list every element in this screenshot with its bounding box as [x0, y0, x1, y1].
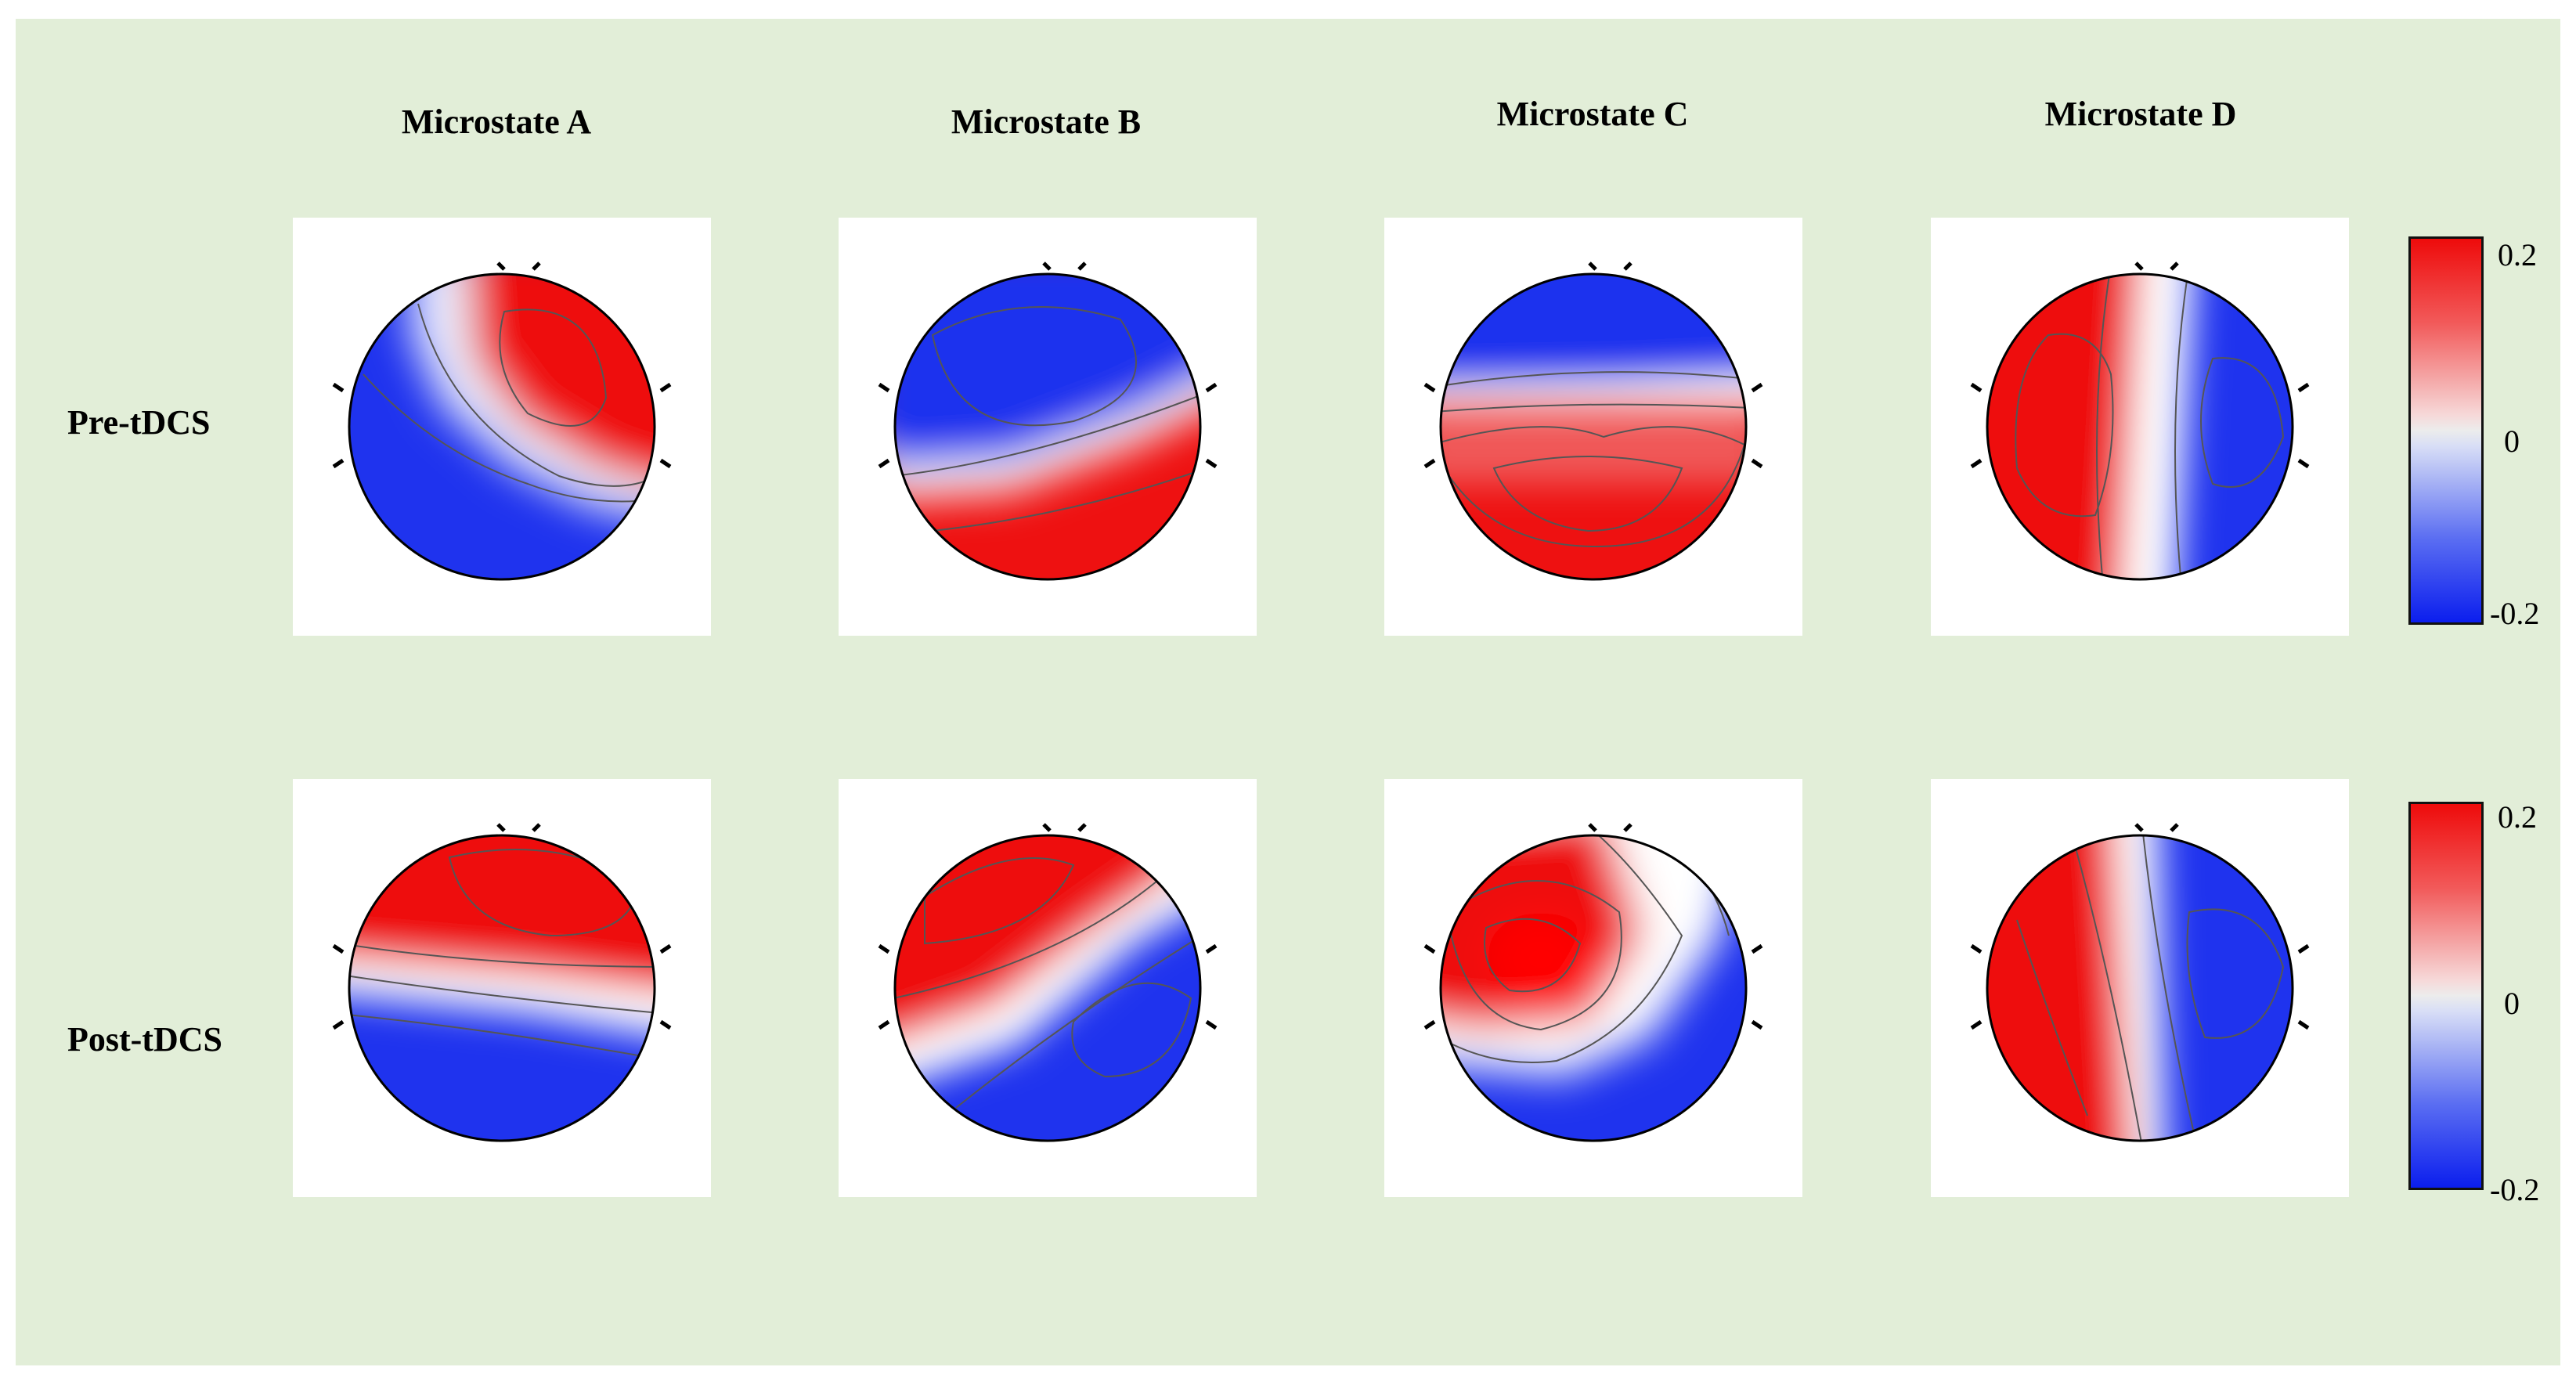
topomap-pre-microstate-d — [1931, 218, 2349, 636]
colorbar-pre-min-label: -0.2 — [2490, 596, 2540, 631]
row-title-pre-tdcs: Pre-tDCS — [67, 403, 211, 442]
row-title-post-tdcs: Post-tDCS — [67, 1020, 222, 1059]
colorbar-post — [2408, 802, 2484, 1190]
column-title-microstate-a: Microstate A — [401, 103, 592, 141]
topomap-pre-microstate-a — [293, 218, 711, 636]
colorbar-post-max-label: 0.2 — [2498, 799, 2537, 835]
topomap-post-microstate-b — [839, 779, 1257, 1197]
column-title-microstate-b: Microstate B — [951, 103, 1142, 141]
column-title-microstate-d: Microstate D — [2044, 95, 2237, 133]
topomap-pre-microstate-c — [1384, 218, 1802, 636]
topomap-post-microstate-c — [1384, 779, 1802, 1197]
colorbar-pre — [2408, 236, 2484, 625]
topomap-post-microstate-d — [1931, 779, 2349, 1197]
topomap-post-microstate-a — [293, 779, 711, 1197]
topomap-pre-microstate-b — [839, 218, 1257, 636]
colorbar-post-min-label: -0.2 — [2490, 1172, 2540, 1207]
colorbar-pre-max-label: 0.2 — [2498, 237, 2537, 272]
column-title-microstate-c: Microstate C — [1496, 95, 1689, 133]
colorbar-pre-mid-label: 0 — [2504, 424, 2520, 459]
colorbar-post-mid-label: 0 — [2504, 986, 2520, 1021]
